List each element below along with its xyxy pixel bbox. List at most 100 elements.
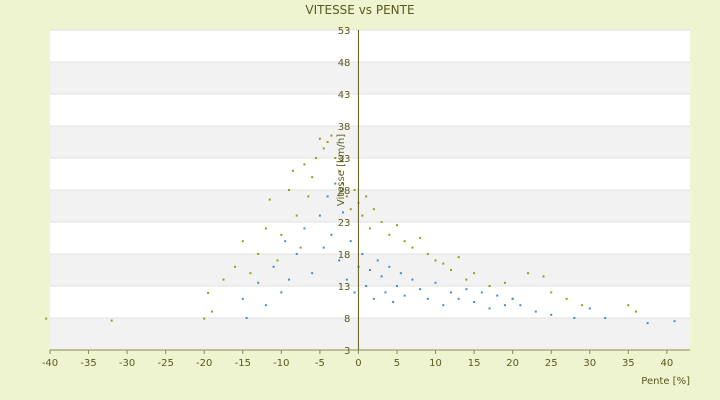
data-point	[565, 297, 568, 300]
data-point	[349, 208, 352, 211]
data-point	[365, 195, 368, 198]
y-tick-label: 38	[338, 122, 351, 133]
data-point	[318, 137, 321, 140]
data-point	[457, 256, 460, 259]
data-point	[399, 272, 402, 275]
data-point	[488, 285, 491, 287]
data-point	[203, 317, 206, 320]
grid-band	[50, 126, 690, 158]
data-point	[426, 297, 429, 300]
data-point	[326, 141, 329, 143]
data-point	[542, 275, 545, 278]
data-point	[395, 224, 398, 227]
x-tick-label: 25	[545, 358, 558, 369]
data-point	[403, 240, 406, 243]
x-tick-label: -35	[80, 358, 96, 369]
data-point	[241, 297, 244, 300]
data-point	[268, 198, 271, 201]
data-point	[372, 297, 375, 300]
data-point	[110, 319, 113, 322]
y-tick-label: 28	[338, 186, 351, 197]
data-point	[588, 307, 591, 310]
y-tick-label: 8	[344, 314, 350, 325]
data-point	[434, 259, 437, 262]
data-point	[361, 214, 364, 217]
x-tick-label: 35	[622, 358, 635, 369]
data-point	[303, 163, 306, 166]
data-point	[376, 259, 379, 262]
data-point	[604, 317, 607, 319]
data-point	[457, 297, 460, 300]
y-tick-label: 53	[338, 26, 351, 37]
data-point	[338, 259, 341, 262]
data-point	[442, 304, 445, 307]
data-point	[465, 288, 468, 291]
y-axis-label: Vitesse [km/h]	[336, 134, 347, 206]
data-point	[299, 246, 302, 249]
y-tick-label: 43	[338, 90, 351, 101]
data-point	[388, 265, 391, 268]
data-point	[392, 301, 395, 303]
data-point	[288, 278, 291, 281]
grid-band	[50, 286, 690, 318]
data-point	[264, 304, 267, 307]
grid-bands	[50, 29, 690, 351]
data-point	[488, 307, 491, 310]
y-tick-label: 13	[338, 282, 351, 293]
x-tick-label: -30	[119, 358, 135, 369]
data-point	[419, 288, 422, 291]
data-point	[365, 285, 368, 287]
data-point	[315, 157, 318, 159]
x-tick-label: -20	[196, 358, 212, 369]
data-point	[349, 240, 352, 243]
data-point	[210, 310, 213, 313]
data-point	[207, 292, 210, 295]
data-point	[284, 240, 287, 243]
data-point	[449, 291, 452, 294]
data-point	[403, 294, 406, 297]
data-point	[353, 189, 356, 191]
x-tick-label: -15	[235, 358, 251, 369]
x-tick-label: 15	[468, 358, 481, 369]
data-point	[280, 233, 283, 236]
x-tick-label: 5	[394, 358, 400, 369]
data-point	[411, 278, 414, 281]
data-point	[449, 269, 452, 271]
data-point	[338, 169, 341, 172]
data-points	[45, 134, 676, 325]
data-point	[322, 147, 325, 150]
data-point	[276, 259, 279, 262]
data-point	[380, 275, 383, 278]
data-point	[334, 157, 337, 159]
data-point	[245, 317, 248, 319]
y-tick-label: 33	[338, 154, 351, 165]
data-point	[249, 272, 252, 275]
x-tick-label: 20	[506, 358, 519, 369]
x-tick-label: 40	[661, 358, 674, 369]
data-point	[503, 281, 506, 284]
data-point	[473, 301, 476, 303]
x-tick-label: 0	[355, 358, 361, 369]
data-point	[496, 294, 499, 297]
grid-band	[50, 94, 690, 126]
data-point	[234, 265, 237, 268]
chart-title: VITESSE vs PENTE	[305, 3, 414, 17]
y-tick-label: 23	[338, 218, 351, 229]
data-point	[419, 237, 422, 239]
data-point	[372, 208, 375, 211]
grid-band	[50, 318, 690, 350]
data-point	[480, 291, 483, 294]
grid-band	[50, 222, 690, 254]
grid-band	[50, 158, 690, 190]
data-point	[388, 233, 391, 236]
data-point	[473, 272, 476, 275]
data-point	[503, 304, 506, 307]
data-point	[295, 253, 298, 255]
data-point	[534, 310, 537, 313]
data-point	[369, 269, 371, 271]
data-point	[45, 317, 48, 320]
data-point	[318, 214, 321, 217]
